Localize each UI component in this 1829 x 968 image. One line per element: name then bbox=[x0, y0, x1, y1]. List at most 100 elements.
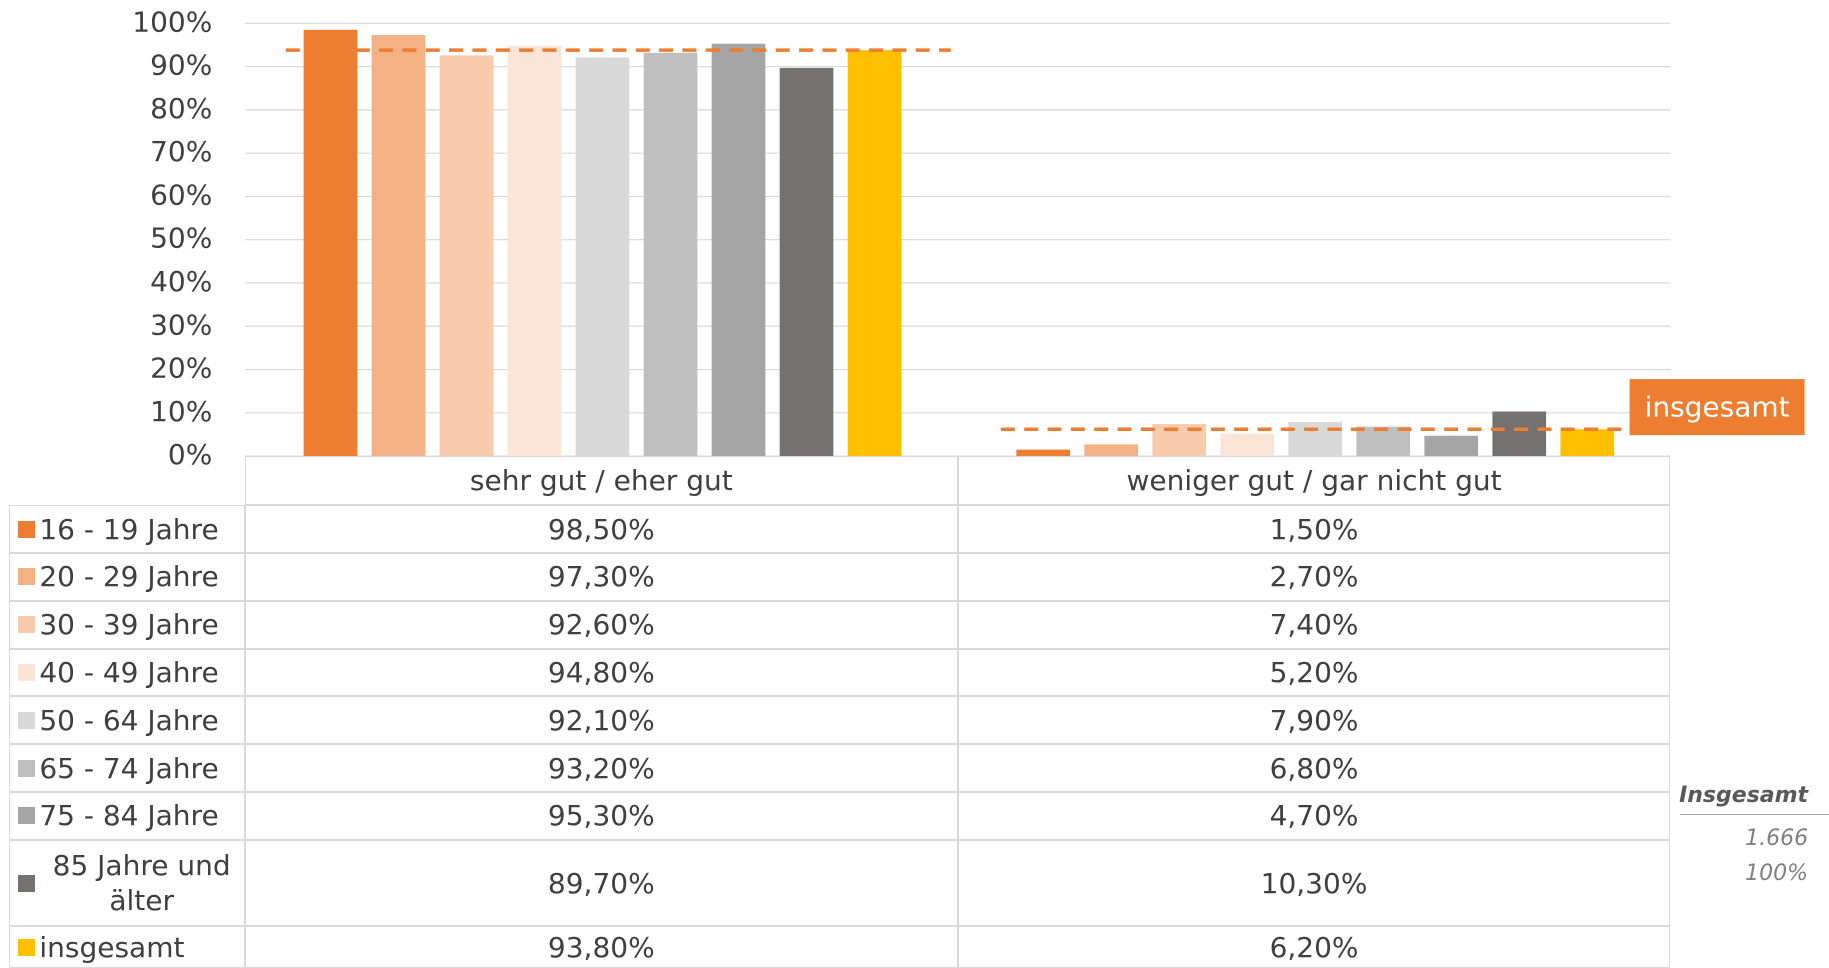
value-label: 94,80% bbox=[547, 655, 655, 689]
bar bbox=[1560, 429, 1615, 457]
value-cell: 97,30% bbox=[244, 552, 958, 601]
y-tick-label: 40% bbox=[150, 265, 212, 298]
legend-cell: 50 - 64 Jahre bbox=[9, 696, 245, 745]
value-cell: 93,20% bbox=[244, 744, 958, 793]
value-cell: 95,30% bbox=[244, 792, 958, 840]
y-tick-label: 90% bbox=[150, 49, 212, 82]
value-label: 4,70% bbox=[1269, 799, 1359, 833]
legend-label: 75 - 84 Jahre bbox=[39, 799, 219, 833]
value-cell: 92,10% bbox=[244, 696, 958, 745]
legend-label: 16 - 19 Jahre bbox=[39, 512, 219, 546]
column-header: sehr gut / eher gut bbox=[244, 456, 958, 506]
value-label: 2,70% bbox=[1269, 560, 1359, 594]
value-cell: 92,60% bbox=[244, 600, 958, 649]
y-tick-label: 100% bbox=[132, 5, 212, 38]
legend-swatch bbox=[18, 711, 36, 729]
legend-label: 40 - 49 Jahre bbox=[39, 655, 219, 689]
bar bbox=[643, 52, 698, 457]
bar bbox=[1220, 433, 1275, 457]
value-label: 93,80% bbox=[547, 930, 655, 964]
legend-swatch bbox=[18, 568, 36, 586]
legend-cell: 65 - 74 Jahre bbox=[9, 744, 245, 793]
bar bbox=[439, 55, 494, 457]
value-cell: 6,20% bbox=[957, 926, 1671, 968]
y-tick-label: 20% bbox=[150, 352, 212, 385]
value-label: 6,20% bbox=[1269, 930, 1359, 964]
value-cell: 89,70% bbox=[244, 839, 958, 927]
value-label: 1,50% bbox=[1269, 512, 1359, 546]
value-label: 89,70% bbox=[547, 866, 655, 900]
bar bbox=[303, 29, 358, 457]
y-tick-label: 60% bbox=[150, 178, 212, 211]
value-label: 93,20% bbox=[547, 751, 655, 785]
legend-swatch bbox=[18, 938, 36, 956]
bar bbox=[1424, 435, 1479, 457]
legend-cell: 40 - 49 Jahre bbox=[9, 648, 245, 697]
y-tick-label: 80% bbox=[150, 92, 212, 125]
side-note-n: 1.666 bbox=[1745, 825, 1809, 851]
value-label: 92,60% bbox=[547, 608, 655, 642]
legend-swatch bbox=[18, 520, 36, 538]
value-label: 6,80% bbox=[1269, 751, 1359, 785]
legend-cell: 16 - 19 Jahre bbox=[9, 505, 245, 553]
value-cell: 7,90% bbox=[957, 696, 1671, 745]
bar bbox=[575, 57, 630, 457]
legend-cell: 75 - 84 Jahre bbox=[9, 792, 245, 840]
value-cell: 94,80% bbox=[244, 648, 958, 697]
legend-cell: 85 Jahre und älter bbox=[9, 839, 245, 927]
value-cell: 4,70% bbox=[957, 792, 1671, 840]
bar bbox=[1356, 426, 1411, 457]
value-cell: 7,40% bbox=[957, 600, 1671, 649]
legend-swatch bbox=[18, 663, 36, 681]
legend-cell: 30 - 39 Jahre bbox=[9, 600, 245, 649]
bar bbox=[1492, 411, 1547, 457]
category-label: sehr gut / eher gut bbox=[469, 464, 733, 498]
value-label: 10,30% bbox=[1260, 866, 1368, 900]
annotation: insgesamt bbox=[1645, 390, 1790, 423]
y-tick-label: 0% bbox=[168, 438, 212, 471]
value-label: 7,90% bbox=[1269, 703, 1359, 737]
legend-label: insgesamt bbox=[39, 930, 185, 964]
bar bbox=[779, 67, 834, 457]
legend-swatch bbox=[18, 874, 36, 892]
value-label: 95,30% bbox=[547, 799, 655, 833]
value-cell: 93,80% bbox=[244, 926, 958, 968]
legend-label: 50 - 64 Jahre bbox=[39, 703, 219, 737]
value-cell: 2,70% bbox=[957, 552, 1671, 601]
legend-label: 85 Jahre und älter bbox=[52, 849, 231, 918]
value-cell: 98,50% bbox=[244, 505, 958, 553]
legend-swatch bbox=[18, 616, 36, 634]
legend-label: 30 - 39 Jahre bbox=[39, 608, 219, 642]
y-tick-label: 50% bbox=[150, 222, 212, 255]
bar bbox=[711, 43, 766, 457]
bar bbox=[1288, 421, 1343, 457]
bar bbox=[1084, 444, 1139, 457]
value-cell: 10,30% bbox=[957, 839, 1671, 927]
bar bbox=[507, 45, 562, 457]
value-label: 7,40% bbox=[1269, 608, 1359, 642]
legend-swatch bbox=[18, 807, 36, 825]
value-label: 97,30% bbox=[547, 560, 655, 594]
legend-cell: insgesamt bbox=[9, 926, 245, 968]
column-header: weniger gut / gar nicht gut bbox=[957, 456, 1671, 506]
y-tick-label: 70% bbox=[150, 135, 212, 168]
legend-swatch bbox=[18, 759, 36, 777]
value-cell: 5,20% bbox=[957, 648, 1671, 697]
legend-label: 65 - 74 Jahre bbox=[39, 751, 219, 785]
bar bbox=[1016, 449, 1071, 457]
side-note-rule bbox=[1679, 814, 1829, 816]
side-note-title: Insgesamt bbox=[1679, 782, 1809, 808]
y-tick-label: 30% bbox=[150, 308, 212, 341]
side-note-share: 100% bbox=[1745, 860, 1809, 886]
value-cell: 1,50% bbox=[957, 505, 1671, 553]
bar bbox=[847, 50, 902, 457]
annotation-box bbox=[1629, 379, 1805, 436]
category-label: weniger gut / gar nicht gut bbox=[1126, 464, 1502, 498]
value-cell: 6,80% bbox=[957, 744, 1671, 793]
y-tick-label: 10% bbox=[150, 395, 212, 428]
bar bbox=[371, 35, 426, 457]
value-label: 5,20% bbox=[1269, 655, 1359, 689]
value-label: 92,10% bbox=[547, 703, 655, 737]
value-label: 98,50% bbox=[547, 512, 655, 546]
